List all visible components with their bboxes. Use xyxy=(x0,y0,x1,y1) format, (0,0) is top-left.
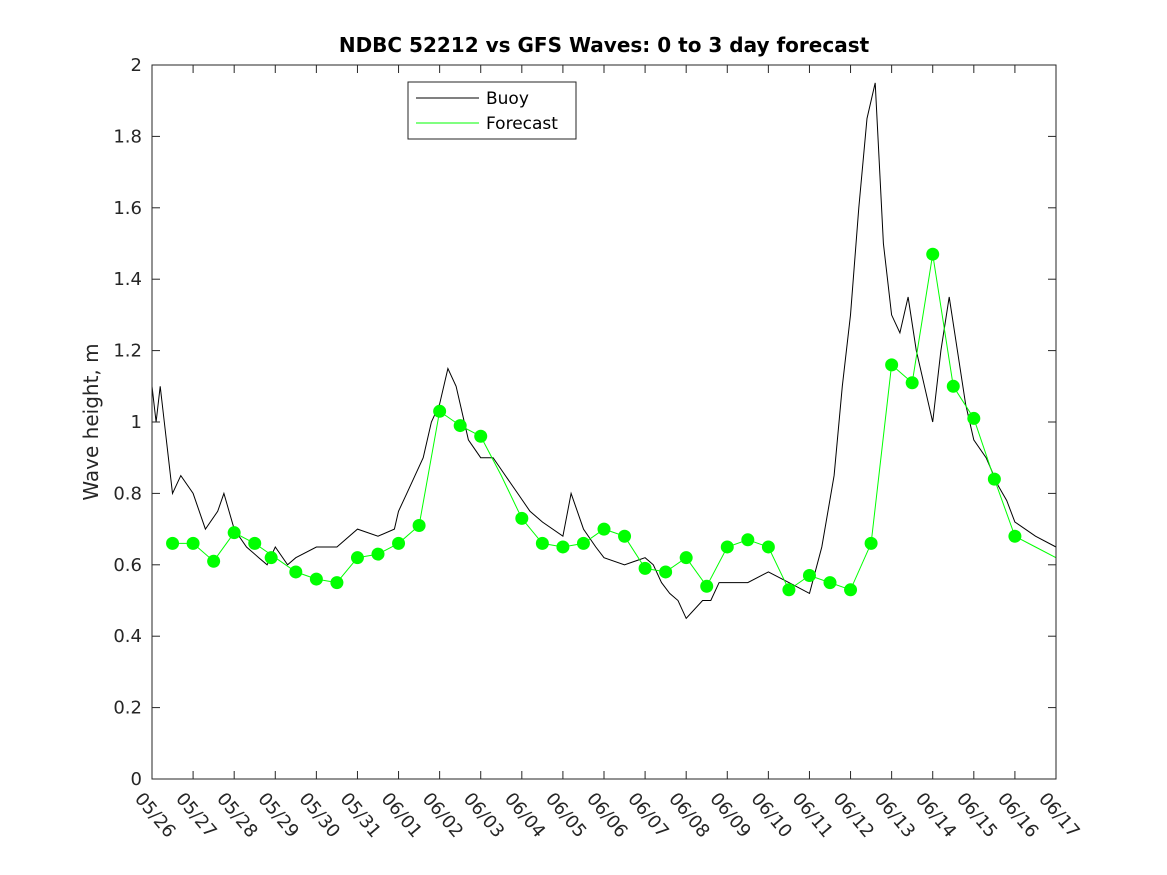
x-tick-label: 06/15 xyxy=(952,789,1001,842)
plot-frame xyxy=(151,64,1057,780)
x-tick-label: 06/07 xyxy=(623,789,672,842)
forecast-point xyxy=(802,569,816,583)
forecast-point xyxy=(166,536,180,550)
y-tick-label: 1.8 xyxy=(113,126,142,147)
x-tick-label: 05/28 xyxy=(212,789,261,842)
forecast-point xyxy=(1008,529,1022,543)
x-tick-label: 06/06 xyxy=(582,789,631,842)
forecast-point xyxy=(289,565,303,579)
x-tick-label: 06/10 xyxy=(747,789,796,842)
legend-box xyxy=(407,81,577,140)
y-tick-label: 0.6 xyxy=(113,555,142,576)
series-line-buoy xyxy=(151,82,1057,620)
x-tick-label: 06/17 xyxy=(1034,789,1083,842)
forecast-point xyxy=(371,547,385,561)
forecast-point xyxy=(597,522,611,536)
forecast-point xyxy=(556,540,570,554)
forecast-point xyxy=(474,429,488,443)
y-tick-label: 0.8 xyxy=(113,483,142,504)
forecast-point xyxy=(659,565,673,579)
forecast-point xyxy=(392,536,406,550)
x-tick-label: 06/13 xyxy=(870,789,919,842)
x-tick-label: 06/02 xyxy=(418,789,467,842)
x-tick-label: 06/03 xyxy=(459,789,508,842)
y-tick-label: 0.2 xyxy=(113,698,142,719)
series-line-forecast xyxy=(172,254,1057,591)
x-tick-label: 06/14 xyxy=(911,789,960,842)
y-tick-label: 1.4 xyxy=(113,269,142,290)
y-tick-label: 0 xyxy=(131,769,142,790)
forecast-point xyxy=(967,411,981,425)
x-tick-label: 06/04 xyxy=(500,789,549,842)
forecast-point xyxy=(618,529,632,543)
y-tick-label: 2 xyxy=(131,55,142,76)
forecast-point xyxy=(264,551,278,565)
plot-area xyxy=(151,82,1057,620)
x-tick-label: 06/05 xyxy=(541,789,590,842)
forecast-point xyxy=(761,540,775,554)
chart-title: NDBC 52212 vs GFS Waves: 0 to 3 day fore… xyxy=(339,33,870,57)
forecast-point xyxy=(844,583,858,597)
forecast-point xyxy=(782,583,796,597)
y-axis-label: Wave height, m xyxy=(79,343,103,500)
y-tick-label: 1.2 xyxy=(113,341,142,362)
x-tick-label: 06/16 xyxy=(993,789,1042,842)
forecast-point xyxy=(720,540,734,554)
forecast-point xyxy=(700,579,714,593)
x-tick-label: 06/01 xyxy=(377,789,426,842)
x-tick-label: 05/27 xyxy=(171,789,220,842)
forecast-point xyxy=(987,472,1001,486)
forecast-point xyxy=(186,536,200,550)
x-tick-label: 05/29 xyxy=(253,789,302,842)
forecast-point xyxy=(453,419,467,433)
forecast-point xyxy=(823,576,837,590)
forecast-point xyxy=(679,551,693,565)
forecast-point xyxy=(248,536,262,550)
forecast-point xyxy=(741,533,755,547)
forecast-point xyxy=(433,404,447,418)
x-tick-label: 05/31 xyxy=(336,789,385,842)
forecast-point xyxy=(412,519,426,533)
forecast-point xyxy=(926,247,940,261)
forecast-point xyxy=(350,551,364,565)
forecast-point xyxy=(515,511,529,525)
forecast-point xyxy=(227,526,241,540)
forecast-point xyxy=(207,554,221,568)
axes: 00.20.40.60.811.21.41.61.8205/2605/2705/… xyxy=(113,55,1083,842)
x-tick-label: 06/12 xyxy=(829,789,878,842)
forecast-point xyxy=(885,358,899,372)
legend-label-buoy: Buoy xyxy=(486,89,529,109)
forecast-point xyxy=(330,576,344,590)
forecast-point xyxy=(309,572,323,586)
legend: Buoy Forecast xyxy=(407,81,577,140)
forecast-point xyxy=(905,376,919,390)
forecast-point xyxy=(576,536,590,550)
y-tick-label: 1 xyxy=(131,412,142,433)
y-tick-label: 0.4 xyxy=(113,626,142,647)
y-tick-label: 1.6 xyxy=(113,198,142,219)
legend-label-forecast: Forecast xyxy=(486,114,558,134)
x-tick-label: 06/08 xyxy=(664,789,713,842)
x-tick-label: 06/09 xyxy=(705,789,754,842)
x-tick-label: 05/30 xyxy=(295,789,344,842)
x-tick-label: 05/26 xyxy=(130,789,179,842)
forecast-point xyxy=(946,379,960,393)
x-tick-label: 06/11 xyxy=(788,789,837,842)
forecast-point xyxy=(638,561,652,575)
forecast-point xyxy=(535,536,549,550)
forecast-point xyxy=(864,536,878,550)
